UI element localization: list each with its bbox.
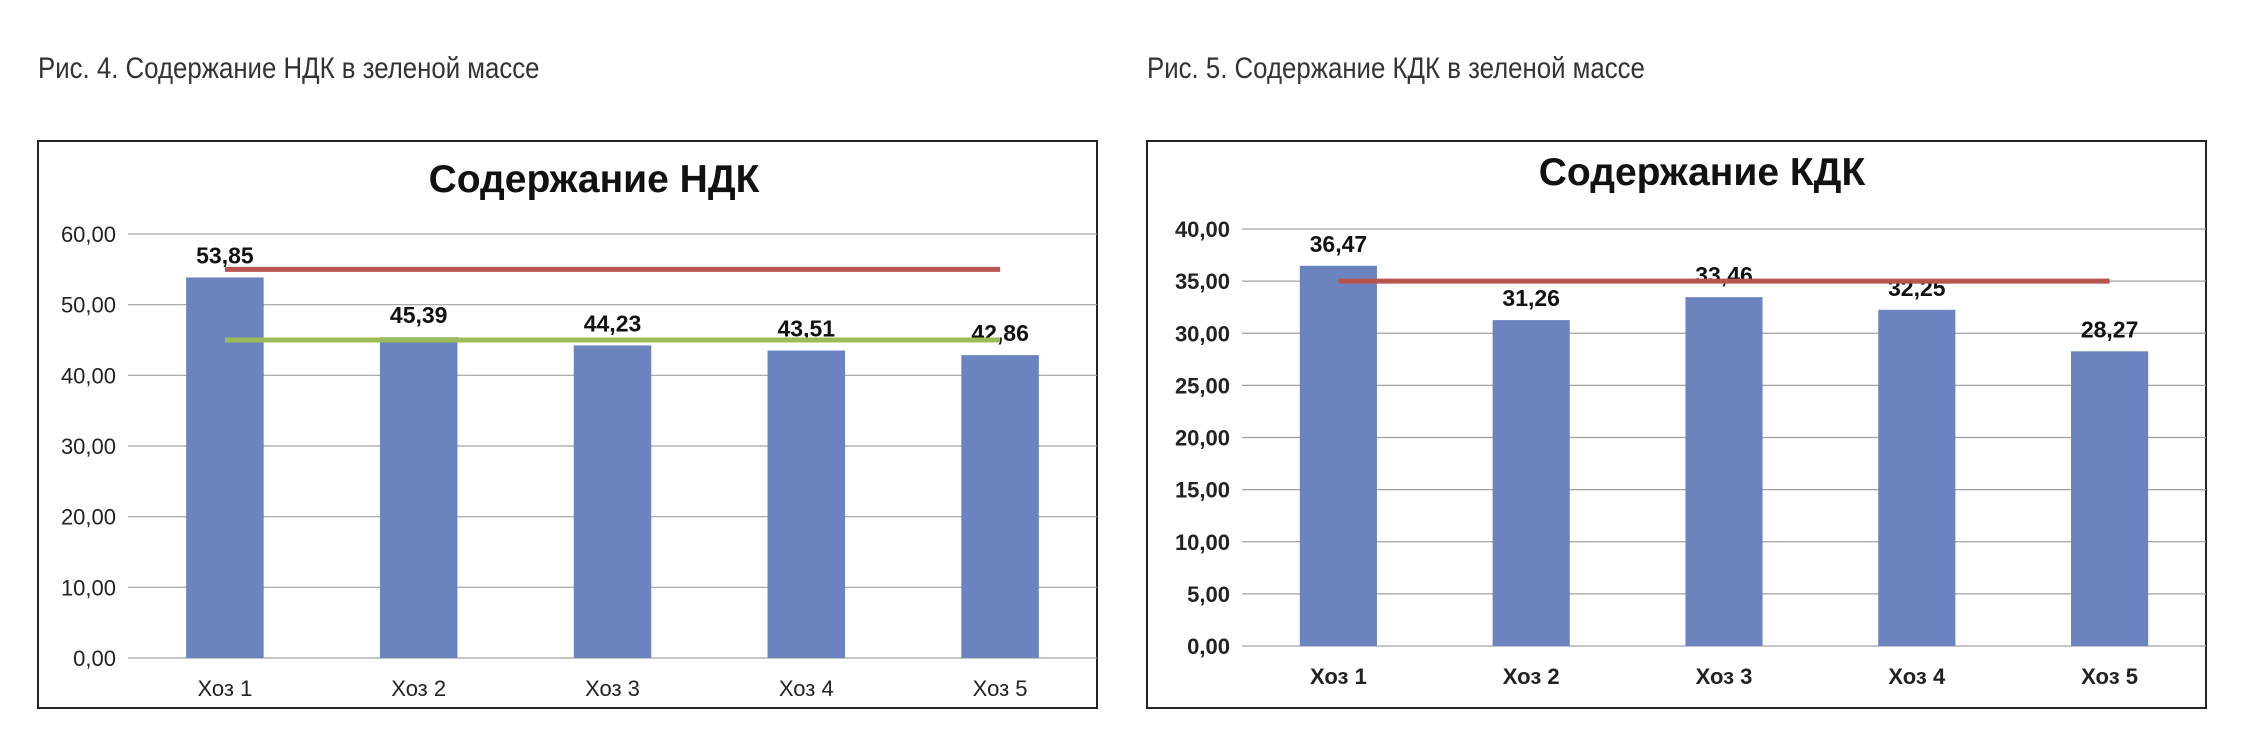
y-tick-label: 30,00 bbox=[1175, 321, 1230, 346]
bar bbox=[379, 337, 458, 658]
bar bbox=[2071, 351, 2149, 646]
x-tick-label: Хоз 3 bbox=[585, 676, 640, 701]
x-tick-label: Хоз 4 bbox=[1888, 664, 1946, 689]
data-label: 28,27 bbox=[2081, 316, 2139, 342]
x-tick-label: Хоз 5 bbox=[2081, 664, 2138, 689]
data-label: 53,85 bbox=[196, 242, 254, 268]
figure-caption-left: Рис. 4. Содержание НДК в зеленой массе bbox=[38, 52, 540, 85]
y-tick-label: 10,00 bbox=[1175, 530, 1230, 555]
bar bbox=[1299, 265, 1377, 646]
x-tick-label: Хоз 4 bbox=[779, 676, 834, 701]
data-label: 44,23 bbox=[584, 310, 642, 336]
x-tick-label: Хоз 1 bbox=[197, 676, 252, 701]
data-label: 45,39 bbox=[390, 302, 448, 328]
x-tick-label: Хоз 2 bbox=[1503, 664, 1560, 689]
y-tick-label: 35,00 bbox=[1175, 269, 1230, 294]
y-tick-label: 0,00 bbox=[1187, 634, 1230, 659]
x-tick-label: Хоз 2 bbox=[391, 676, 446, 701]
y-tick-label: 50,00 bbox=[61, 293, 116, 318]
y-tick-label: 20,00 bbox=[1175, 426, 1230, 451]
chart-title: Содержание НДК bbox=[429, 158, 760, 201]
y-tick-label: 40,00 bbox=[1175, 217, 1230, 242]
data-label: 36,47 bbox=[1310, 231, 1368, 257]
bar bbox=[767, 350, 846, 658]
y-tick-label: 10,00 bbox=[61, 575, 116, 600]
y-tick-label: 60,00 bbox=[61, 222, 116, 247]
figure-caption-right: Рис. 5. Содержание КДК в зеленой массе bbox=[1147, 52, 1645, 85]
data-label: 31,26 bbox=[1502, 285, 1560, 311]
x-tick-label: Хоз 3 bbox=[1696, 664, 1753, 689]
bar bbox=[1878, 309, 1956, 646]
y-tick-label: 0,00 bbox=[73, 646, 116, 671]
data-label: 33,46 bbox=[1695, 262, 1753, 288]
bar bbox=[1492, 320, 1570, 646]
data-label: 43,51 bbox=[778, 316, 836, 342]
y-tick-label: 15,00 bbox=[1175, 478, 1230, 503]
y-tick-label: 30,00 bbox=[61, 434, 116, 459]
y-tick-label: 5,00 bbox=[1187, 582, 1230, 607]
y-tick-label: 25,00 bbox=[1175, 373, 1230, 398]
x-tick-label: Хоз 1 bbox=[1310, 664, 1367, 689]
bar bbox=[1685, 297, 1763, 646]
y-tick-label: 40,00 bbox=[61, 363, 116, 388]
y-tick-label: 20,00 bbox=[61, 505, 116, 530]
bar bbox=[961, 355, 1039, 658]
chart-title: Содержание КДК bbox=[1539, 151, 1866, 194]
bar bbox=[573, 345, 652, 658]
x-tick-label: Хоз 5 bbox=[973, 676, 1028, 701]
